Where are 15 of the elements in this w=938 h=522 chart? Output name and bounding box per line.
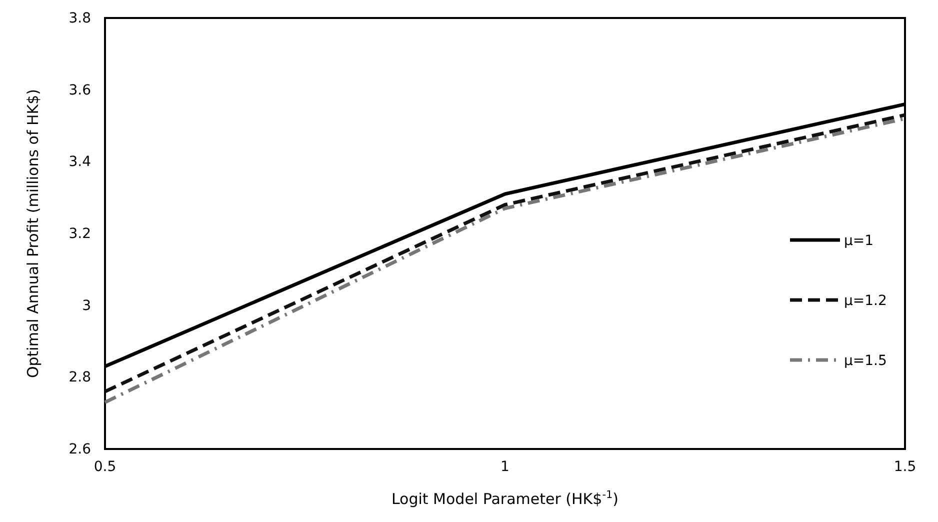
y-tick-label: 2.6 xyxy=(68,441,92,458)
legend-label: μ=1 xyxy=(844,233,874,249)
x-tick-label: 0.5 xyxy=(94,458,116,475)
y-tick-label: 3.4 xyxy=(68,154,92,170)
y-tick-label: 2.8 xyxy=(68,370,91,386)
legend-label: μ=1.2 xyxy=(844,293,887,309)
legend-label: μ=1.5 xyxy=(844,353,887,369)
y-tick-label: 3 xyxy=(82,298,91,314)
y-tick-label: 3.2 xyxy=(68,226,91,242)
x-tick-label: 1 xyxy=(500,458,510,475)
x-axis-title: Logit Model Parameter (HK$$^{-1}$) xyxy=(391,489,619,508)
y-tick-label: 3.6 xyxy=(68,82,92,98)
x-tick-label: 1.5 xyxy=(894,458,916,475)
y-tick-label: 3.8 xyxy=(68,10,91,26)
y-axis-title: Optimal Annual Profit (millions of HK$) xyxy=(24,88,42,378)
